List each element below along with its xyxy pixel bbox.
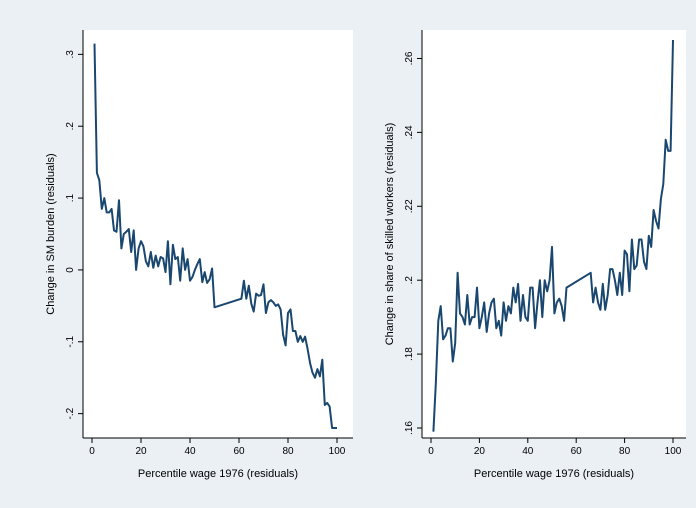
y-ticks-left: -.2 -.1 0 .1 .2 .3 [65,50,83,419]
x-tick-label-left: 20 [135,446,147,457]
y-axis-title-right: Change in share of skilled workers (resi… [384,123,396,346]
y-tick-label-right: .24 [404,125,415,139]
plot-area-left [83,30,353,438]
y-tick-label-right: .16 [404,421,415,435]
y-tick-label-right: .18 [404,347,415,361]
x-tick-label-right: 60 [571,446,583,457]
y-tick-label-left: -.1 [65,336,76,348]
x-tick-label-right: 100 [665,446,682,457]
x-tick-label-right: 20 [474,446,486,457]
y-tick-label-right: .2 [404,276,415,285]
y-tick-label-right: .22 [404,199,415,213]
y-tick-label-left: .1 [65,193,76,202]
y-tick-label-left: -.2 [65,407,76,419]
x-tick-label-left: 100 [329,446,346,457]
x-tick-label-left: 60 [233,446,245,457]
plot-area-right [422,30,686,438]
x-axis-title-right: Percentile wage 1976 (residuals) [474,468,634,480]
x-ticks-right: 0 20 40 60 80 100 [428,438,682,457]
x-tick-label-left: 40 [184,446,196,457]
series-line-left [93,43,337,429]
y-tick-label-left: .2 [65,122,76,131]
x-tick-label-left: 0 [89,446,95,457]
x-tick-label-right: 40 [522,446,534,457]
chart-left: 0 20 40 60 80 100 -.2 -.1 0 .1 .2 .3 Percentile wa… [45,30,353,480]
x-ticks-left: 0 20 40 60 80 100 [89,438,346,457]
x-tick-label-right: 80 [619,446,631,457]
x-tick-label-right: 0 [428,446,434,457]
y-tick-label-left: .3 [65,50,76,59]
y-ticks-right: .16 .18 .2 .22 .24 .26 [404,51,422,435]
chart-right: 0 20 40 60 80 100 .16 .18 .2 .22 .24 .26 Percentil… [384,30,686,480]
y-tick-label-right: .26 [404,51,415,65]
x-tick-label-left: 80 [282,446,294,457]
y-tick-label-left: 0 [65,267,76,273]
x-axis-title-left: Percentile wage 1976 (residuals) [138,468,298,480]
series-line-right [432,39,674,432]
y-axis-title-left: Change in SM burden (residuals) [45,153,57,314]
